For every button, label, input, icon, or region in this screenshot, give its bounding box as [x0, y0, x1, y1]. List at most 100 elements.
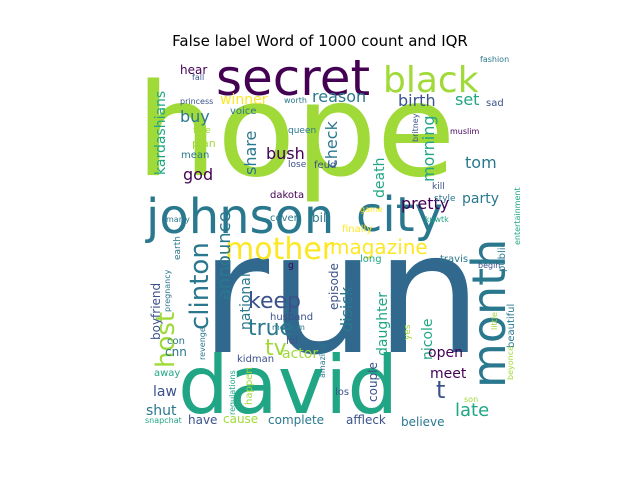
word-marry: marry — [166, 215, 190, 224]
word-princess: princess — [180, 97, 213, 106]
word-believe: believe — [401, 415, 445, 429]
word-national: national — [238, 273, 254, 330]
word-keep: keep — [248, 289, 301, 314]
word-announce: announce — [214, 211, 235, 300]
word-queen: queen — [288, 126, 316, 136]
word-shut: shut — [146, 403, 177, 419]
word-reason: reason — [312, 87, 366, 106]
word-lol: lol — [286, 336, 298, 347]
word-actor: actor — [282, 346, 318, 362]
word-affleck: affleck — [346, 413, 386, 427]
word-cover: cover — [270, 213, 299, 224]
word-death: death — [372, 158, 388, 198]
word-share: share — [241, 131, 260, 175]
word-bill: bill — [312, 211, 330, 225]
word-open: open — [428, 345, 463, 361]
word-britney: britney — [411, 113, 420, 142]
word-tom: tom — [465, 153, 497, 172]
word-game: game — [360, 205, 383, 214]
word-daughter: daughter — [375, 292, 391, 356]
word-regulations: regulations — [228, 370, 237, 415]
word-style: style — [434, 194, 456, 204]
word-host: host — [151, 312, 181, 368]
word-winner: winner — [220, 92, 268, 108]
word-fall: fall — [192, 73, 204, 82]
word-mother: mother — [225, 232, 335, 267]
word-party: party — [462, 191, 499, 207]
word-set: set — [455, 90, 479, 109]
word-finally: finally — [342, 224, 372, 235]
word-t: t — [436, 376, 445, 404]
word-couple: couple — [366, 362, 380, 402]
word-kuwtk: kuwtk — [425, 215, 449, 224]
word-have: have — [188, 413, 217, 427]
word-away: away — [154, 368, 180, 379]
word-kardashians: kardashians — [153, 91, 169, 175]
word-city: city — [356, 187, 443, 243]
word-black: black — [383, 60, 479, 101]
word-dakota: dakota — [270, 190, 304, 201]
word-boyfriend: boyfriend — [149, 283, 163, 340]
word-husband: husband — [270, 312, 313, 323]
word-long: long — [360, 254, 382, 265]
word-hope: hope — [136, 57, 455, 206]
word-beautiful: beautiful — [506, 304, 517, 348]
word-snapchat: snapchat — [145, 416, 182, 425]
word-pretty: pretty — [401, 194, 449, 213]
word-david: david — [178, 339, 398, 432]
word-public: public — [497, 242, 508, 272]
word-cnn: cnn — [165, 345, 187, 359]
word-buy: buy — [180, 107, 210, 126]
word-happen: happen — [244, 367, 255, 405]
word-plan: plan — [192, 137, 216, 150]
word-son: son — [464, 395, 478, 404]
word-nicole: nicole — [420, 318, 436, 360]
word-johnson: johnson — [145, 189, 334, 245]
word-month: month — [462, 239, 516, 388]
word-muslim: muslim — [450, 127, 479, 136]
word-morning: morning — [419, 115, 438, 182]
word-fashion: fashion — [480, 55, 509, 64]
word-birth: birth — [398, 91, 436, 110]
word-bush: bush — [266, 144, 305, 163]
word-yes: yes — [403, 324, 413, 340]
word-earth: earth — [173, 236, 183, 260]
word-los: los — [335, 387, 349, 398]
word-g: g — [288, 261, 294, 271]
word-hear: hear — [180, 63, 207, 77]
word-free: free — [193, 126, 211, 136]
figure-title: False label Word of 1000 count and IQR — [172, 32, 468, 50]
word-tv: tv — [265, 336, 287, 361]
word-voice: voice — [230, 106, 256, 117]
word-revenge: revenge — [198, 327, 207, 360]
word-run: run — [200, 196, 482, 392]
word-complete: complete — [268, 413, 324, 427]
word-kidman: kidman — [237, 354, 274, 365]
word-true: true — [248, 316, 293, 341]
word-sad: sad — [486, 98, 504, 109]
word-episode: episode — [327, 263, 341, 310]
word-law: law — [153, 384, 177, 400]
word-clinton: clinton — [185, 242, 215, 330]
word-worth: worth — [284, 96, 307, 105]
word-con: con — [167, 336, 185, 347]
word-medium: medium — [272, 323, 305, 332]
word-entertainment: entertainment — [513, 187, 522, 245]
word-lose: lose — [288, 160, 307, 170]
word-feud: feud — [314, 160, 336, 171]
word-cause: cause — [223, 412, 258, 426]
word-meet: meet — [430, 366, 467, 382]
word-secret: secret — [216, 49, 370, 107]
word-mean: mean — [181, 150, 209, 161]
word-late: late — [455, 400, 489, 421]
word-pregnancy: pregnancy — [163, 269, 172, 312]
word-kill: kill — [432, 182, 445, 192]
word-little: little — [490, 312, 499, 330]
word-beyonce: beyonce — [506, 346, 515, 380]
word-god: god — [183, 165, 213, 184]
word-begin: begin — [478, 261, 500, 270]
word-travis: travis — [440, 254, 468, 265]
word-check: check — [322, 120, 341, 168]
word-amazing: amazing — [318, 344, 327, 378]
